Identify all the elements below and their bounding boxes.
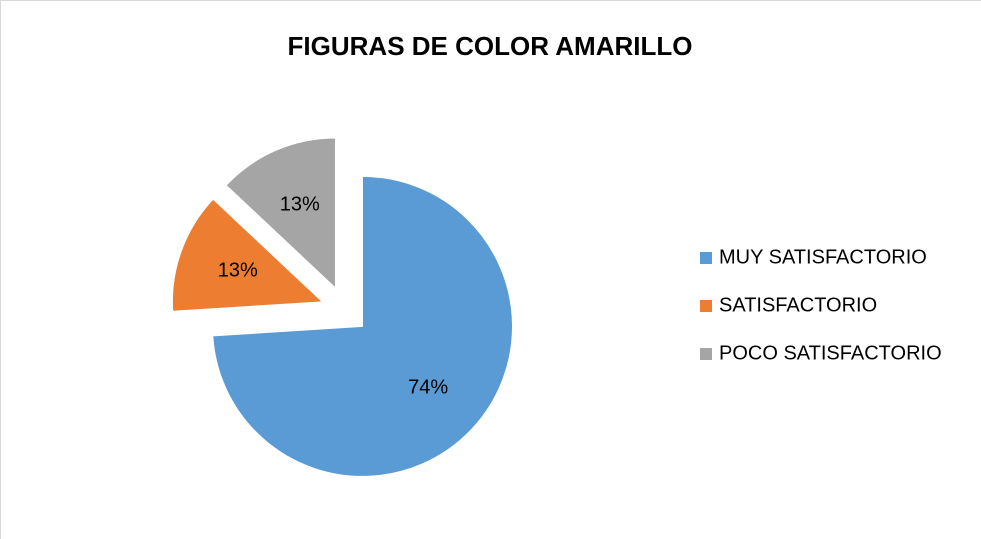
chart-title: FIGURAS DE COLOR AMARILLO — [288, 31, 693, 61]
legend-swatch — [700, 252, 712, 264]
legend-label: POCO SATISFACTORIO — [719, 342, 942, 364]
pie-slice — [171, 198, 324, 312]
legend-swatch — [700, 300, 712, 312]
data-label: 13% — [218, 260, 258, 282]
pie-slice — [212, 175, 513, 477]
legend-swatch — [700, 348, 712, 360]
legend-label: SATISFACTORIO — [719, 294, 877, 316]
legend-label: MUY SATISFACTORIO — [719, 246, 927, 268]
pie-slice — [225, 137, 336, 290]
data-label: 74% — [408, 376, 448, 398]
data-label: 13% — [280, 194, 320, 216]
